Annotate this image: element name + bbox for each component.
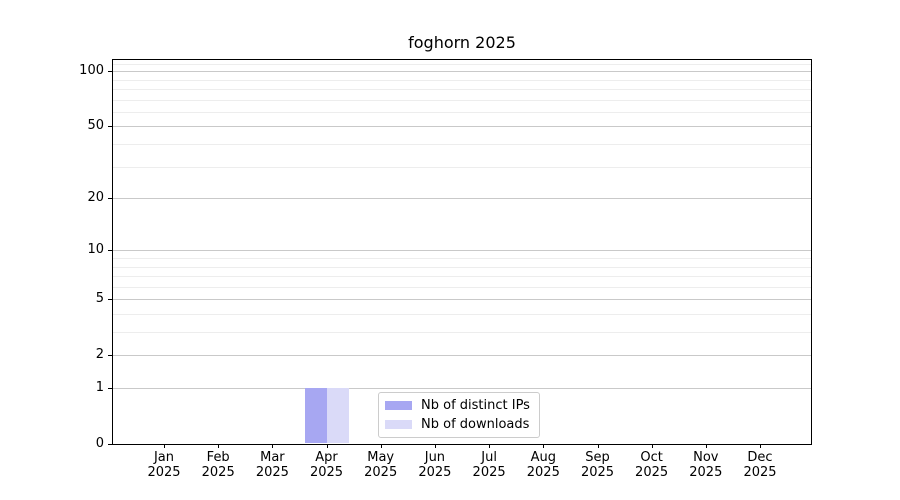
legend-label-downloads: Nb of downloads: [421, 417, 530, 432]
y-tick-label: 2: [95, 347, 104, 363]
x-axis-tick: [434, 444, 436, 448]
bar-nb-of-downloads: [326, 388, 349, 443]
bar-nb-of-distinct-ips: [304, 388, 327, 443]
x-tick-label-year: 2025: [689, 465, 723, 480]
x-axis-tick: [705, 444, 707, 448]
x-tick-label-month: Oct: [640, 450, 663, 465]
legend-item-downloads: Nb of downloads: [385, 416, 530, 433]
y-tick-label: 20: [87, 190, 104, 206]
legend-item-distinct-ips: Nb of distinct IPs: [385, 397, 530, 414]
grid-line-minor: [113, 99, 811, 101]
y-axis-tick: [108, 299, 112, 301]
grid-line-minor: [113, 79, 811, 81]
y-axis-tick: [108, 126, 112, 128]
grid-line-minor: [113, 258, 811, 259]
y-tick-label: 100: [79, 63, 104, 79]
x-tick-label-month: Sep: [585, 450, 610, 465]
x-tick-label-month: May: [367, 450, 395, 465]
grid-line-minor: [113, 111, 811, 113]
x-tick-label-year: 2025: [364, 465, 398, 480]
legend: Nb of distinct IPs Nb of downloads: [378, 392, 540, 438]
x-tick-label-month: Jul: [481, 450, 497, 465]
y-axis-tick: [108, 388, 112, 389]
x-tick-label-month: Aug: [530, 450, 556, 465]
grid-line-minor: [113, 286, 811, 288]
legend-swatch-downloads: [385, 420, 412, 429]
grid-line-major: [113, 355, 811, 357]
x-axis-tick: [543, 444, 545, 448]
x-tick-label-year: 2025: [743, 465, 777, 480]
x-tick-label-year: 2025: [255, 465, 289, 480]
x-axis-tick: [760, 444, 761, 448]
x-tick-label-year: 2025: [418, 465, 452, 480]
grid-line-minor: [113, 63, 811, 65]
x-tick-label-month: Apr: [315, 450, 338, 465]
x-tick-label-month: Jan: [153, 450, 175, 465]
y-axis-tick: [108, 250, 112, 252]
x-tick-label-year: 2025: [526, 465, 560, 480]
y-axis-tick: [108, 71, 112, 73]
y-axis-tick: [108, 444, 112, 445]
y-tick-label: 50: [87, 118, 104, 134]
grid-line-minor: [113, 266, 811, 268]
grid-line-major: [113, 198, 811, 200]
y-axis-tick: [108, 198, 112, 200]
x-tick-label-year: 2025: [201, 465, 235, 480]
grid-line-major: [113, 250, 811, 252]
grid-line-major: [113, 71, 811, 73]
x-tick-label-year: 2025: [580, 465, 615, 480]
grid-line-major: [113, 299, 811, 301]
grid-line-minor: [113, 144, 811, 145]
x-tick-label-month: Dec: [747, 450, 773, 465]
x-axis-tick: [651, 444, 653, 448]
x-axis-tick: [326, 444, 328, 448]
x-axis-tick: [380, 444, 382, 448]
x-tick-label-month: Feb: [206, 450, 230, 465]
x-tick-label-month: Jun: [424, 450, 446, 465]
y-tick-label: 5: [95, 291, 104, 307]
legend-label-distinct-ips: Nb of distinct IPs: [421, 398, 530, 413]
y-axis-tick: [108, 355, 112, 357]
x-axis-tick: [218, 444, 220, 448]
grid-line-minor: [113, 89, 811, 90]
x-axis-tick: [272, 444, 274, 448]
x-tick-label-year: 2025: [309, 465, 344, 480]
x-tick-label-year: 2025: [147, 465, 181, 480]
y-tick-label: 1: [95, 380, 104, 395]
grid-line-major: [113, 388, 811, 389]
x-axis-tick: [164, 444, 165, 448]
x-tick-label-year: 2025: [472, 465, 506, 480]
grid-line-minor: [113, 166, 811, 168]
x-axis-tick: [597, 444, 599, 448]
x-tick-label-year: 2025: [635, 465, 669, 480]
legend-swatch-distinct-ips: [385, 401, 412, 410]
x-tick-label-month: Mar: [260, 450, 285, 465]
y-tick-label: 10: [87, 242, 104, 258]
x-tick-label-month: Nov: [693, 450, 719, 465]
y-tick-label: 0: [95, 436, 104, 451]
x-axis-tick: [489, 444, 491, 448]
grid-line-major: [113, 126, 811, 128]
grid-line-minor: [113, 332, 811, 333]
grid-line-minor: [113, 314, 811, 315]
grid-line-minor: [113, 276, 811, 277]
plot-area: [112, 59, 812, 445]
chart-title: foghorn 2025: [408, 33, 516, 52]
